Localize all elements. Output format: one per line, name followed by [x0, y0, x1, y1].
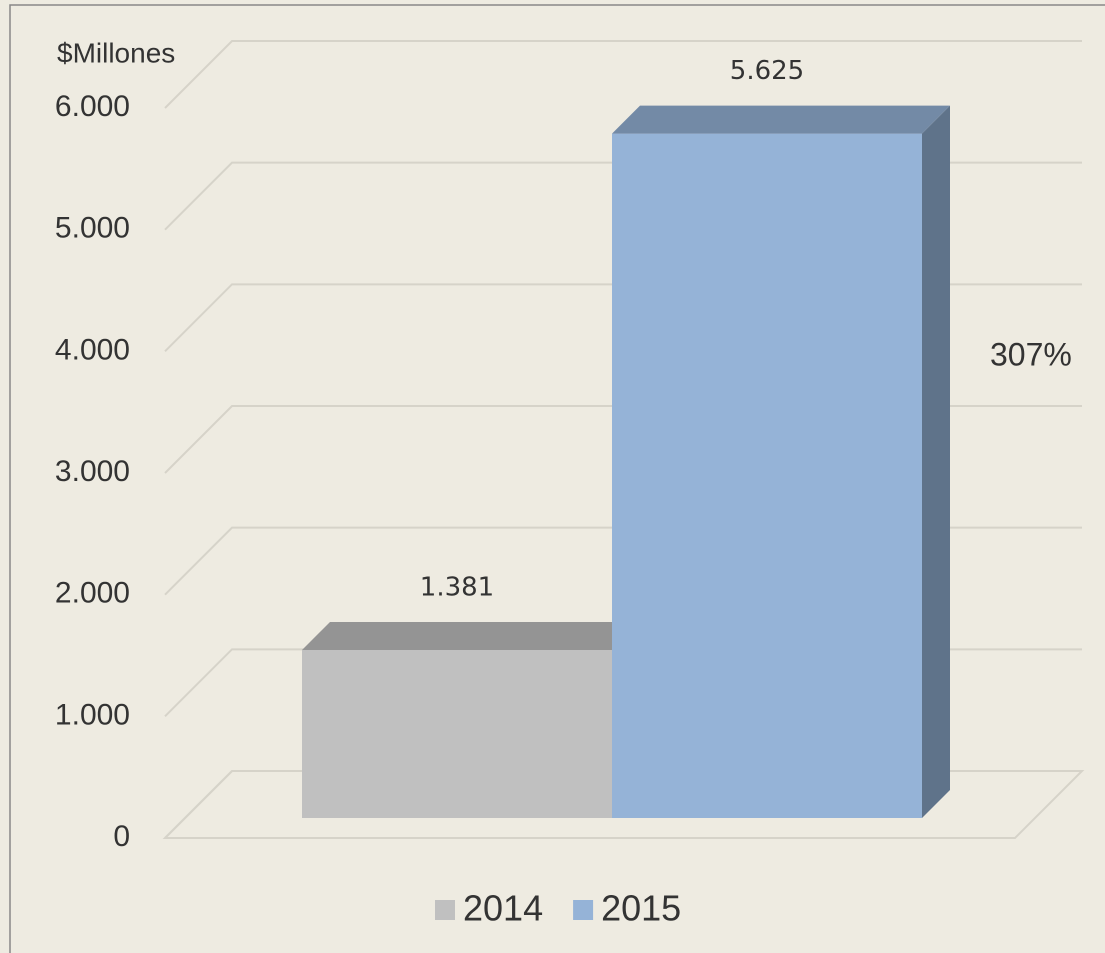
y-tick-label: 2.000: [55, 577, 130, 610]
bar-top: [612, 105, 950, 134]
legend-label: 2015: [601, 888, 681, 929]
data-label: 5.625: [730, 56, 804, 86]
y-tick-label: 5.000: [55, 212, 130, 245]
y-tick-label: 3.000: [55, 455, 130, 488]
annotation: 307%: [990, 336, 1072, 372]
bar: [612, 133, 922, 818]
legend-label: 2014: [463, 888, 543, 929]
legend-swatch: [435, 900, 455, 920]
bar: [302, 649, 612, 818]
y-tick-label: 0: [113, 820, 130, 853]
grid-line: [164, 40, 1082, 109]
legend-swatch: [573, 900, 594, 920]
y-axis-label: $Millones: [57, 37, 175, 68]
y-tick-label: 1.000: [55, 698, 130, 731]
y-tick-label: 6.000: [55, 90, 130, 123]
y-tick-label: 4.000: [55, 333, 130, 366]
bar-side: [922, 105, 950, 818]
data-label: 1.381: [420, 572, 494, 602]
bar-top: [302, 621, 640, 650]
